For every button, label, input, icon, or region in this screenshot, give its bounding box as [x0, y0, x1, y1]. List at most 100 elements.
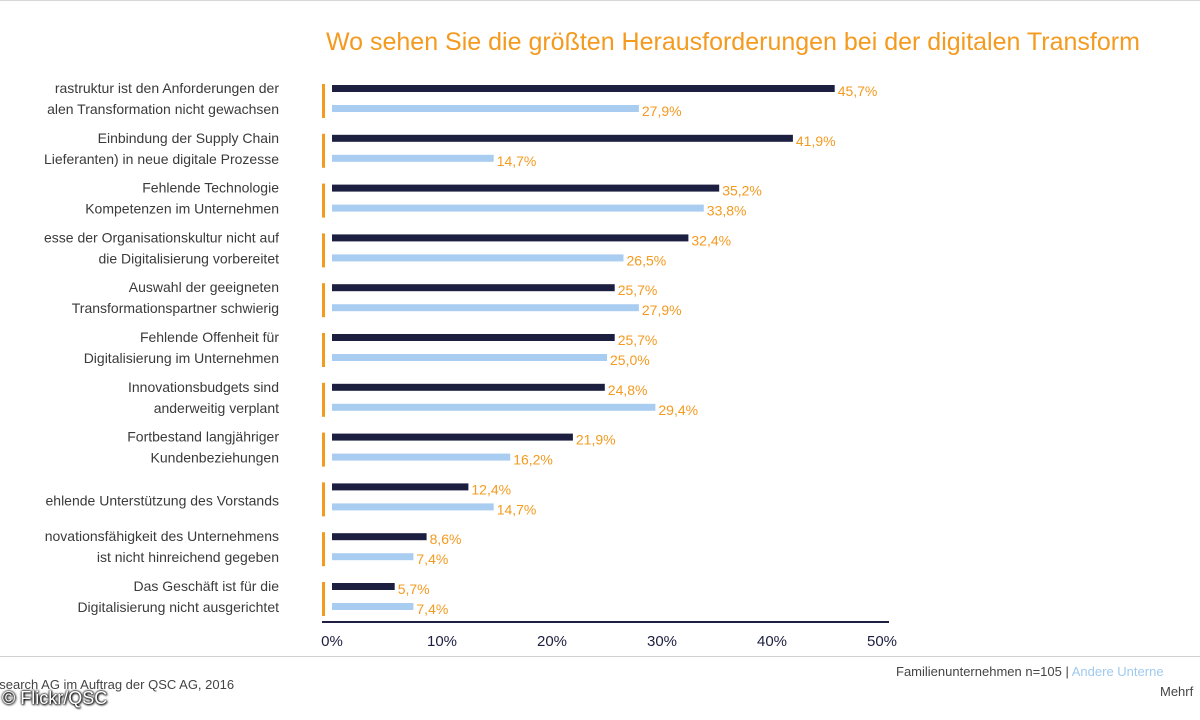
category-label-line: anderweitig verplant: [154, 400, 279, 416]
bar-other: [332, 304, 639, 312]
bar-other: [332, 603, 414, 610]
bar-family: [332, 533, 427, 541]
category-label-line: Digitalisierung im Unternehmen: [84, 350, 279, 366]
group-marker: [322, 183, 325, 218]
category-label-line: Lieferanten) in neue digitale Prozesse: [44, 151, 279, 167]
category-label-line: Fortbestand langjähriger: [127, 429, 279, 445]
x-tick-label: 30%: [647, 633, 677, 650]
bar-family: [332, 433, 573, 441]
x-axis-line: [322, 621, 889, 623]
category-label: rastruktur ist den Anforderungen der alen…: [47, 80, 279, 117]
value-label: 32,4%: [691, 232, 731, 248]
footer-rule: [0, 656, 1200, 657]
group-marker: [322, 133, 325, 168]
chart-title: Wo sehen Sie die größten Herausforderung…: [326, 28, 1140, 56]
bar-other: [332, 204, 704, 212]
bar-other: [332, 453, 511, 461]
category-label: Fortbestand langjähriger Kundenbeziehunge…: [127, 429, 279, 466]
value-label: 33,8%: [707, 203, 747, 219]
group-marker: [322, 382, 325, 417]
value-label: 14,7%: [497, 501, 537, 517]
category-label-line: esse der Organisationskultur nicht auf: [44, 229, 279, 245]
value-label: 25,7%: [618, 282, 658, 298]
bar-other: [332, 154, 494, 162]
bar-family: [332, 383, 605, 391]
top-divider: [0, 0, 1200, 1]
bar-family: [332, 334, 615, 341]
category-label: esse der Organisationskultur nicht auf di…: [44, 229, 279, 266]
value-label: 29,4%: [658, 402, 698, 418]
value-label: 25,7%: [618, 332, 658, 348]
value-label: 24,8%: [608, 382, 648, 398]
bar-other: [332, 105, 639, 112]
value-label: 45,7%: [838, 83, 878, 99]
value-label: 27,9%: [642, 103, 682, 119]
x-tick-label: 40%: [757, 633, 787, 650]
group-marker: [322, 482, 325, 517]
group-marker: [322, 84, 325, 118]
group-marker: [322, 233, 325, 268]
category-label: Das Geschäft ist für die Digitalisierung …: [77, 578, 279, 615]
x-tick-label: 0%: [321, 633, 343, 650]
category-label-line: Fehlende Technologie: [142, 180, 279, 196]
value-label: 7,4%: [416, 601, 448, 617]
category-label-line: Kompetenzen im Unternehmen: [85, 201, 279, 217]
value-label: 12,4%: [471, 481, 511, 497]
category-label: ehlende Unterstützung des Vorstands: [46, 492, 280, 508]
bar-other: [332, 254, 624, 262]
category-label-line: Digitalisierung nicht ausgerichtet: [77, 599, 279, 615]
category-label-line: ist nicht hinreichend gegeben: [97, 549, 279, 565]
value-label: 27,9%: [642, 302, 682, 318]
bar-other: [332, 503, 494, 511]
category-label-line: rastruktur ist den Anforderungen der: [55, 80, 279, 96]
legend: Familienunternehmen n=105 | Andere Unter…: [896, 664, 1164, 679]
category-label-line: alen Transformation nicht gewachsen: [47, 101, 279, 117]
value-label: 35,2%: [722, 183, 762, 199]
category-label-line: novationsfähigkeit des Unternehmens: [45, 528, 279, 544]
value-label: 26,5%: [627, 252, 667, 268]
bar-family: [332, 234, 689, 242]
x-tick-label: 20%: [537, 633, 567, 650]
category-label-line: Kundenbeziehungen: [151, 450, 279, 466]
category-label: Einbindung der Supply Chain Lieferanten) …: [44, 130, 279, 167]
category-label-line: Transformationspartner schwierig: [72, 300, 279, 316]
bar-family: [332, 483, 469, 491]
category-label: Fehlende Technologie Kompetenzen im Unter…: [85, 180, 279, 217]
category-label-line: ehlende Unterstützung des Vorstands: [46, 492, 280, 508]
bar-family: [332, 85, 835, 92]
category-label: novationsfähigkeit des Unternehmens ist n…: [45, 528, 279, 565]
category-label: Innovationsbudgets sind anderweitig verpl…: [128, 379, 279, 416]
value-label: 16,2%: [513, 452, 553, 468]
value-label: 21,9%: [576, 432, 616, 448]
category-label-line: Fehlende Offenheit für: [140, 329, 279, 345]
footnote-mehrfach: Mehrf: [1160, 684, 1194, 699]
group-marker: [322, 283, 325, 318]
value-label: 5,7%: [398, 581, 430, 597]
value-label: 41,9%: [796, 133, 836, 149]
bar-other: [332, 354, 607, 361]
value-label: 25,0%: [610, 352, 650, 368]
category-label-line: die Digitalisierung vorbereitet: [98, 250, 279, 266]
legend-other: Andere Unterne: [1071, 664, 1164, 679]
category-label-line: Das Geschäft ist für die: [133, 578, 279, 594]
bar-family: [332, 284, 615, 292]
category-label-line: Einbindung der Supply Chain: [98, 130, 279, 146]
value-label: 8,6%: [430, 531, 462, 547]
group-marker: [322, 432, 325, 467]
value-label: 7,4%: [416, 551, 448, 567]
source-note: esearch AG im Auftrag der QSC AG, 2016: [0, 677, 235, 692]
category-label-line: Innovationsbudgets sind: [128, 379, 279, 395]
value-label: 14,7%: [497, 153, 537, 169]
x-tick-label: 50%: [867, 633, 897, 650]
group-marker: [322, 582, 325, 616]
group-marker: [322, 532, 325, 567]
category-label: Fehlende Offenheit für Digitalisierung im…: [84, 329, 280, 366]
category-label: Auswahl der geeigneten Transformationspar…: [72, 279, 279, 316]
bar-other: [332, 553, 414, 561]
group-marker: [322, 333, 325, 367]
photo-credit: © Flickr/QSC: [2, 688, 108, 708]
legend-family: Familienunternehmen n=105 |: [896, 664, 1069, 679]
bar-family: [332, 134, 793, 142]
bar-family: [332, 184, 720, 192]
